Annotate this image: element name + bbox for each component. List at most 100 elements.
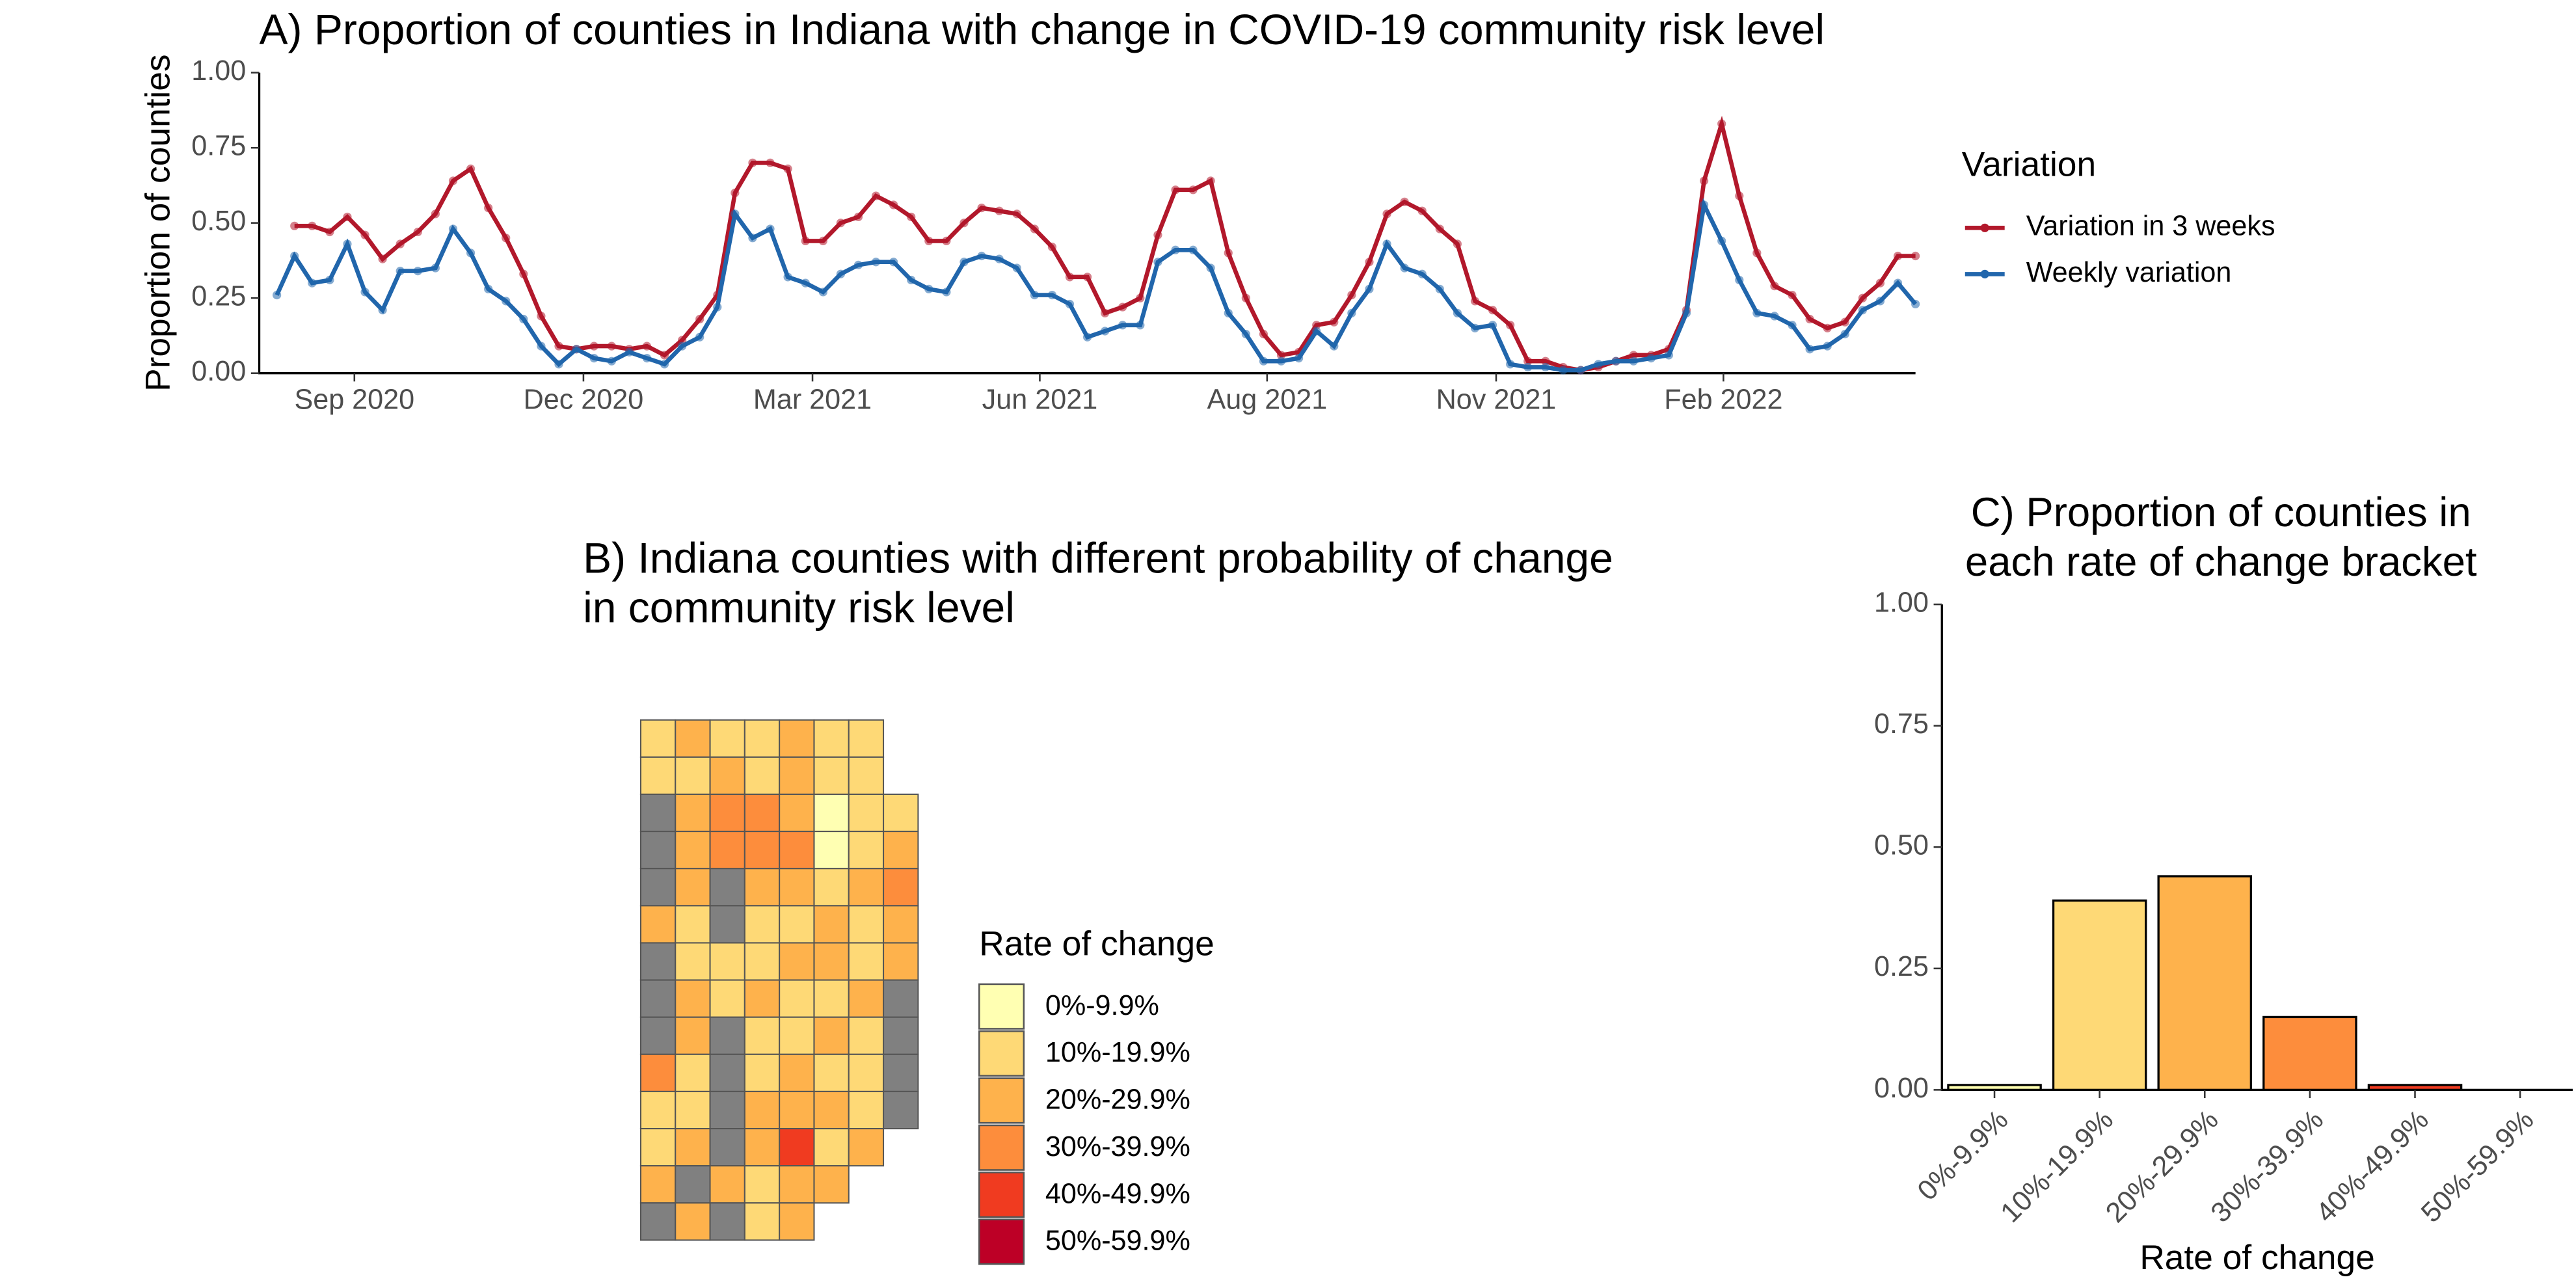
x-tick-label: 40%-49.9% bbox=[2310, 1104, 2435, 1229]
bar bbox=[1947, 1084, 2042, 1092]
county bbox=[744, 979, 781, 1018]
county bbox=[744, 1202, 781, 1241]
point bbox=[1541, 356, 1550, 366]
bar bbox=[2367, 1084, 2463, 1092]
x-tick-label: 20%-29.9% bbox=[2100, 1104, 2225, 1229]
point bbox=[607, 342, 616, 351]
point bbox=[1400, 197, 1409, 206]
county bbox=[709, 756, 745, 796]
point bbox=[360, 230, 369, 239]
point bbox=[1136, 321, 1145, 330]
county bbox=[848, 1128, 885, 1167]
y-tick-label: 1.00 bbox=[1874, 587, 1929, 618]
county bbox=[848, 868, 885, 907]
county bbox=[779, 1053, 815, 1092]
county bbox=[675, 831, 711, 870]
county bbox=[813, 942, 850, 981]
point bbox=[1858, 306, 1867, 315]
county bbox=[675, 793, 711, 833]
y-tick-label: 0.25 bbox=[191, 281, 246, 312]
point bbox=[519, 314, 528, 324]
chart-title: each rate of change bracket bbox=[1965, 539, 2477, 585]
county bbox=[709, 1128, 745, 1167]
county bbox=[813, 905, 850, 944]
county bbox=[813, 1165, 850, 1204]
point bbox=[1417, 206, 1427, 215]
county bbox=[639, 756, 677, 796]
point bbox=[1893, 278, 1903, 288]
x-tick-label: Sep 2020 bbox=[294, 384, 414, 415]
legend-label: Variation in 3 weeks bbox=[2026, 211, 2275, 242]
point bbox=[818, 288, 827, 297]
x-tick-label: Jun 2021 bbox=[982, 384, 1098, 415]
point bbox=[1506, 360, 1515, 369]
county bbox=[639, 979, 677, 1018]
point bbox=[1400, 263, 1409, 273]
county bbox=[639, 868, 677, 907]
point bbox=[1699, 176, 1709, 185]
point bbox=[1118, 302, 1127, 312]
point bbox=[1770, 282, 1779, 291]
point bbox=[1893, 251, 1903, 261]
point bbox=[466, 248, 476, 258]
county bbox=[675, 905, 711, 944]
point bbox=[1012, 263, 1021, 273]
point bbox=[1171, 185, 1180, 195]
county bbox=[779, 831, 815, 870]
county bbox=[744, 756, 781, 796]
point bbox=[1012, 209, 1021, 219]
county bbox=[779, 868, 815, 907]
county bbox=[813, 979, 850, 1018]
y-tick-label: 0.50 bbox=[191, 206, 246, 237]
point bbox=[1717, 119, 1726, 128]
county bbox=[744, 1128, 781, 1167]
chart-title: B) Indiana counties with different proba… bbox=[583, 534, 1613, 582]
point bbox=[1153, 230, 1162, 239]
point bbox=[431, 209, 440, 219]
county bbox=[883, 831, 919, 870]
point bbox=[1823, 323, 1832, 332]
point bbox=[1047, 243, 1057, 252]
county bbox=[813, 868, 850, 907]
point bbox=[1030, 224, 1039, 234]
bar bbox=[2262, 1015, 2357, 1092]
y-tick-label: 0.50 bbox=[1874, 830, 1929, 861]
county bbox=[675, 756, 711, 796]
county bbox=[744, 1165, 781, 1204]
point bbox=[1295, 353, 1304, 363]
county bbox=[848, 905, 885, 944]
county bbox=[709, 1016, 745, 1055]
point bbox=[537, 342, 546, 351]
point bbox=[924, 284, 933, 293]
point bbox=[378, 254, 387, 263]
county bbox=[883, 1090, 919, 1130]
point bbox=[1875, 278, 1885, 288]
point bbox=[748, 234, 757, 243]
point bbox=[1594, 360, 1603, 369]
point bbox=[660, 351, 669, 360]
point bbox=[818, 236, 827, 246]
point bbox=[554, 360, 563, 369]
point bbox=[1382, 209, 1391, 219]
county bbox=[744, 1090, 781, 1130]
point bbox=[343, 239, 352, 248]
county bbox=[639, 831, 677, 870]
point bbox=[1171, 245, 1180, 254]
legend-swatch bbox=[978, 1218, 1025, 1265]
county bbox=[639, 1053, 677, 1092]
point bbox=[1752, 308, 1762, 317]
county bbox=[779, 1128, 815, 1167]
point bbox=[1470, 323, 1480, 332]
point bbox=[1382, 239, 1391, 248]
county bbox=[779, 1202, 815, 1241]
point bbox=[1788, 290, 1797, 300]
point bbox=[1717, 236, 1726, 246]
point bbox=[801, 236, 810, 246]
point bbox=[889, 200, 898, 209]
point bbox=[1840, 317, 1849, 327]
point bbox=[1330, 317, 1339, 327]
point bbox=[589, 353, 598, 363]
point bbox=[942, 288, 951, 297]
county bbox=[883, 942, 919, 981]
point bbox=[731, 209, 740, 219]
